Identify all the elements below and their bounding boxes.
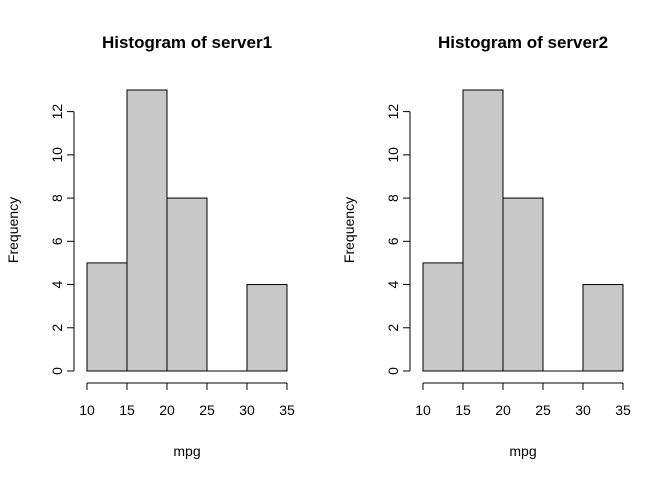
histogram-bar <box>166 197 208 372</box>
bars <box>86 89 288 372</box>
y-tick-label: 0 <box>49 367 65 375</box>
x-tick-label: 15 <box>119 402 135 418</box>
x-axis: 10 15 20 25 30 35 <box>415 382 631 418</box>
x-tick-label: 20 <box>159 402 175 418</box>
y-axis-label: Frequency <box>341 197 357 263</box>
histogram-bar <box>582 284 624 372</box>
y-tick-label: 12 <box>385 104 401 120</box>
y-tick-label: 4 <box>49 280 65 288</box>
chart-title: Histogram of server1 <box>102 33 272 52</box>
histogram-bar <box>462 89 504 372</box>
y-tick-label: 8 <box>49 194 65 202</box>
y-axis: 0 2 4 6 8 10 12 <box>385 104 411 375</box>
x-tick-label: 10 <box>79 402 95 418</box>
histogram-panel-server1: Histogram of server1 mpg Frequency 10 15 2… <box>5 33 295 459</box>
y-tick-label: 12 <box>49 104 65 120</box>
histogram-bar <box>126 89 168 372</box>
histogram-bar <box>422 262 464 372</box>
x-tick-label: 30 <box>239 402 255 418</box>
x-tick-label: 15 <box>455 402 471 418</box>
y-tick-label: 6 <box>385 237 401 245</box>
y-tick-label: 6 <box>49 237 65 245</box>
x-axis-label: mpg <box>173 443 200 459</box>
y-tick-label: 0 <box>385 367 401 375</box>
x-tick-label: 25 <box>535 402 551 418</box>
x-tick-label: 10 <box>415 402 431 418</box>
x-tick-label: 30 <box>575 402 591 418</box>
x-tick-label: 20 <box>495 402 511 418</box>
x-tick-label: 25 <box>199 402 215 418</box>
histogram-bar <box>86 262 128 372</box>
histogram-bar <box>246 284 288 372</box>
x-tick-label: 35 <box>279 402 295 418</box>
y-axis: 0 2 4 6 8 10 12 <box>49 104 75 375</box>
x-axis: 10 15 20 25 30 35 <box>79 382 295 418</box>
y-tick-label: 2 <box>385 324 401 332</box>
y-tick-label: 8 <box>385 194 401 202</box>
histogram-panel-server2: Histogram of server2 mpg Frequency 10 15 2… <box>341 33 631 459</box>
y-tick-label: 2 <box>49 324 65 332</box>
chart-title: Histogram of server2 <box>438 33 608 52</box>
y-tick-label: 10 <box>385 147 401 163</box>
x-tick-label: 35 <box>615 402 631 418</box>
bars <box>422 89 624 372</box>
y-tick-label: 4 <box>385 280 401 288</box>
x-axis-label: mpg <box>509 443 536 459</box>
histogram-bar <box>502 197 544 372</box>
y-tick-label: 10 <box>49 147 65 163</box>
y-axis-label: Frequency <box>5 197 21 263</box>
